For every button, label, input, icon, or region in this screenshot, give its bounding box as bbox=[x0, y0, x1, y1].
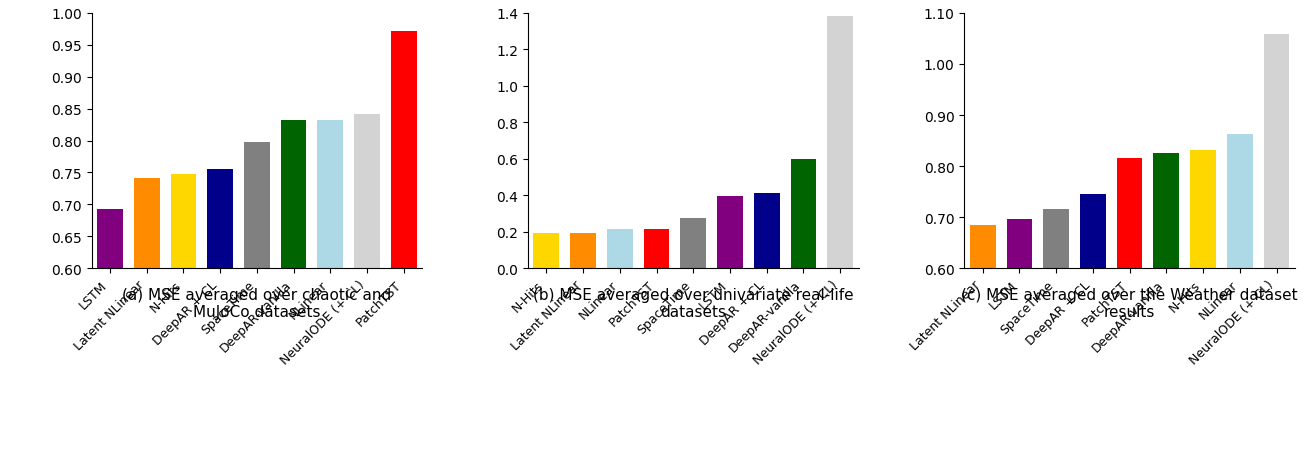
Bar bbox=[170, 175, 196, 463]
Bar bbox=[828, 17, 853, 269]
Bar bbox=[1007, 219, 1032, 463]
Bar bbox=[790, 160, 816, 269]
Bar bbox=[534, 233, 559, 269]
Bar bbox=[318, 121, 343, 463]
Bar bbox=[1227, 135, 1253, 463]
Bar bbox=[570, 233, 596, 269]
Bar bbox=[1080, 195, 1105, 463]
Bar bbox=[354, 115, 379, 463]
Bar bbox=[1044, 209, 1069, 463]
Text: (c) MSE averaged over the Weather dataset
results: (c) MSE averaged over the Weather datase… bbox=[961, 287, 1298, 319]
Bar bbox=[207, 169, 233, 463]
Bar bbox=[281, 121, 306, 463]
Bar bbox=[644, 230, 670, 269]
Bar bbox=[97, 210, 123, 463]
Bar bbox=[680, 219, 706, 269]
Text: (a) MSE averaged over chaotic and
MuJoCo datasets: (a) MSE averaged over chaotic and MuJoCo… bbox=[122, 287, 391, 319]
Text: (b) MSE averaged over univariate real-life
datasets: (b) MSE averaged over univariate real-li… bbox=[532, 287, 854, 319]
Bar bbox=[753, 193, 780, 269]
Bar bbox=[607, 230, 633, 269]
Bar bbox=[245, 143, 269, 463]
Bar bbox=[717, 197, 743, 269]
Bar bbox=[969, 225, 995, 463]
Bar bbox=[133, 178, 160, 463]
Bar bbox=[1264, 35, 1290, 463]
Bar bbox=[1117, 159, 1142, 463]
Bar bbox=[391, 31, 417, 463]
Bar bbox=[1190, 151, 1216, 463]
Bar bbox=[1154, 153, 1180, 463]
